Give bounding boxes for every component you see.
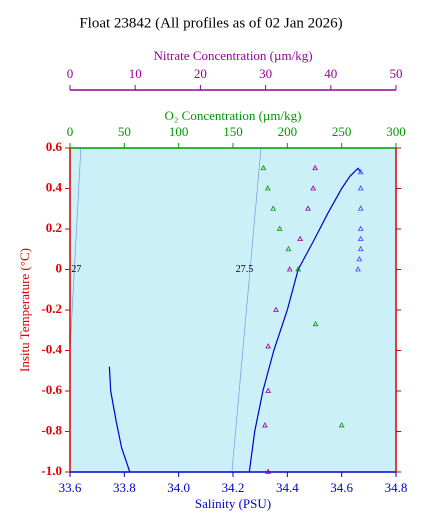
data-point: [310, 185, 317, 191]
data-point: [355, 266, 361, 272]
data-point: [297, 235, 304, 242]
nitrate-tick-label: 30: [259, 66, 272, 81]
o2-tick-label: 50: [118, 124, 131, 139]
data-point: [312, 164, 319, 171]
nitrate-tick-label: 20: [194, 66, 207, 81]
data-point: [270, 205, 277, 211]
x-tick-label: 34.0: [167, 480, 190, 495]
isopycnal-label: 27.5: [236, 264, 254, 275]
x-tick-label: 34.6: [330, 480, 353, 495]
data-point: [276, 225, 283, 231]
salinity-line: [108, 167, 362, 473]
data-point: [357, 185, 364, 191]
y-tick-label: 0.4: [46, 179, 63, 194]
nitrate-tick-label: 0: [67, 66, 74, 81]
data-point: [357, 168, 364, 175]
x-tick-label: 33.6: [59, 480, 82, 495]
o2-tick-label: 0: [67, 124, 74, 139]
y-tick-label: -0.4: [41, 341, 62, 356]
y-tick-label: -0.8: [41, 422, 62, 437]
data-point: [265, 468, 272, 474]
data-point: [305, 205, 311, 211]
plot-area: [70, 148, 396, 472]
nitrate-axis-title: Nitrate Concentration (µm/kg): [153, 48, 312, 63]
o2-tick-label: 250: [332, 124, 352, 139]
o2-axis-title: O₂ Concentration (µm/kg): [165, 108, 302, 123]
data-point: [286, 266, 293, 272]
data-point: [357, 245, 364, 252]
x-tick-label: 34.4: [276, 480, 299, 495]
data-point: [357, 205, 364, 211]
isopycnal: [231, 147, 262, 473]
data-point: [295, 266, 302, 272]
y-tick-label: -1.0: [41, 463, 62, 478]
data-point: [338, 422, 345, 428]
o2-tick-label: 100: [169, 124, 189, 139]
data-point: [264, 185, 271, 191]
o2-tick-label: 200: [278, 124, 298, 139]
data-point: [273, 306, 279, 312]
data-point: [265, 343, 272, 349]
data-point: [285, 245, 292, 252]
data-point: [357, 235, 364, 242]
nitrate-tick-label: 10: [129, 66, 142, 81]
x-tick-label: 33.8: [113, 480, 136, 495]
y-tick-label: -0.2: [41, 301, 62, 316]
nitrate-tick-label: 50: [390, 66, 403, 81]
data-point: [265, 387, 272, 393]
x-axis-title: Salinity (PSU): [195, 496, 271, 511]
chart-title: Float 23842 (All profiles as of 02 Jan 2…: [79, 15, 342, 31]
data-point: [357, 225, 364, 231]
isopycnal: [69, 147, 82, 351]
x-tick-label: 34.2: [222, 480, 245, 495]
o2-tick-label: 300: [386, 124, 406, 139]
y-tick-label: 0: [56, 260, 63, 275]
isopycnal-label: 27: [71, 264, 81, 275]
y-tick-label: -0.6: [41, 382, 62, 397]
data-point: [312, 320, 319, 327]
data-point: [262, 422, 268, 428]
data-point: [260, 164, 267, 171]
o2-tick-label: 150: [223, 124, 243, 139]
y-tick-label: 0.2: [46, 220, 62, 235]
y-tick-label: 0.6: [46, 139, 63, 154]
data-point: [356, 256, 363, 262]
nitrate-tick-label: 40: [324, 66, 337, 81]
y-axis-title: Insitu Temperature (°C): [17, 248, 32, 372]
x-tick-label: 34.8: [385, 480, 408, 495]
